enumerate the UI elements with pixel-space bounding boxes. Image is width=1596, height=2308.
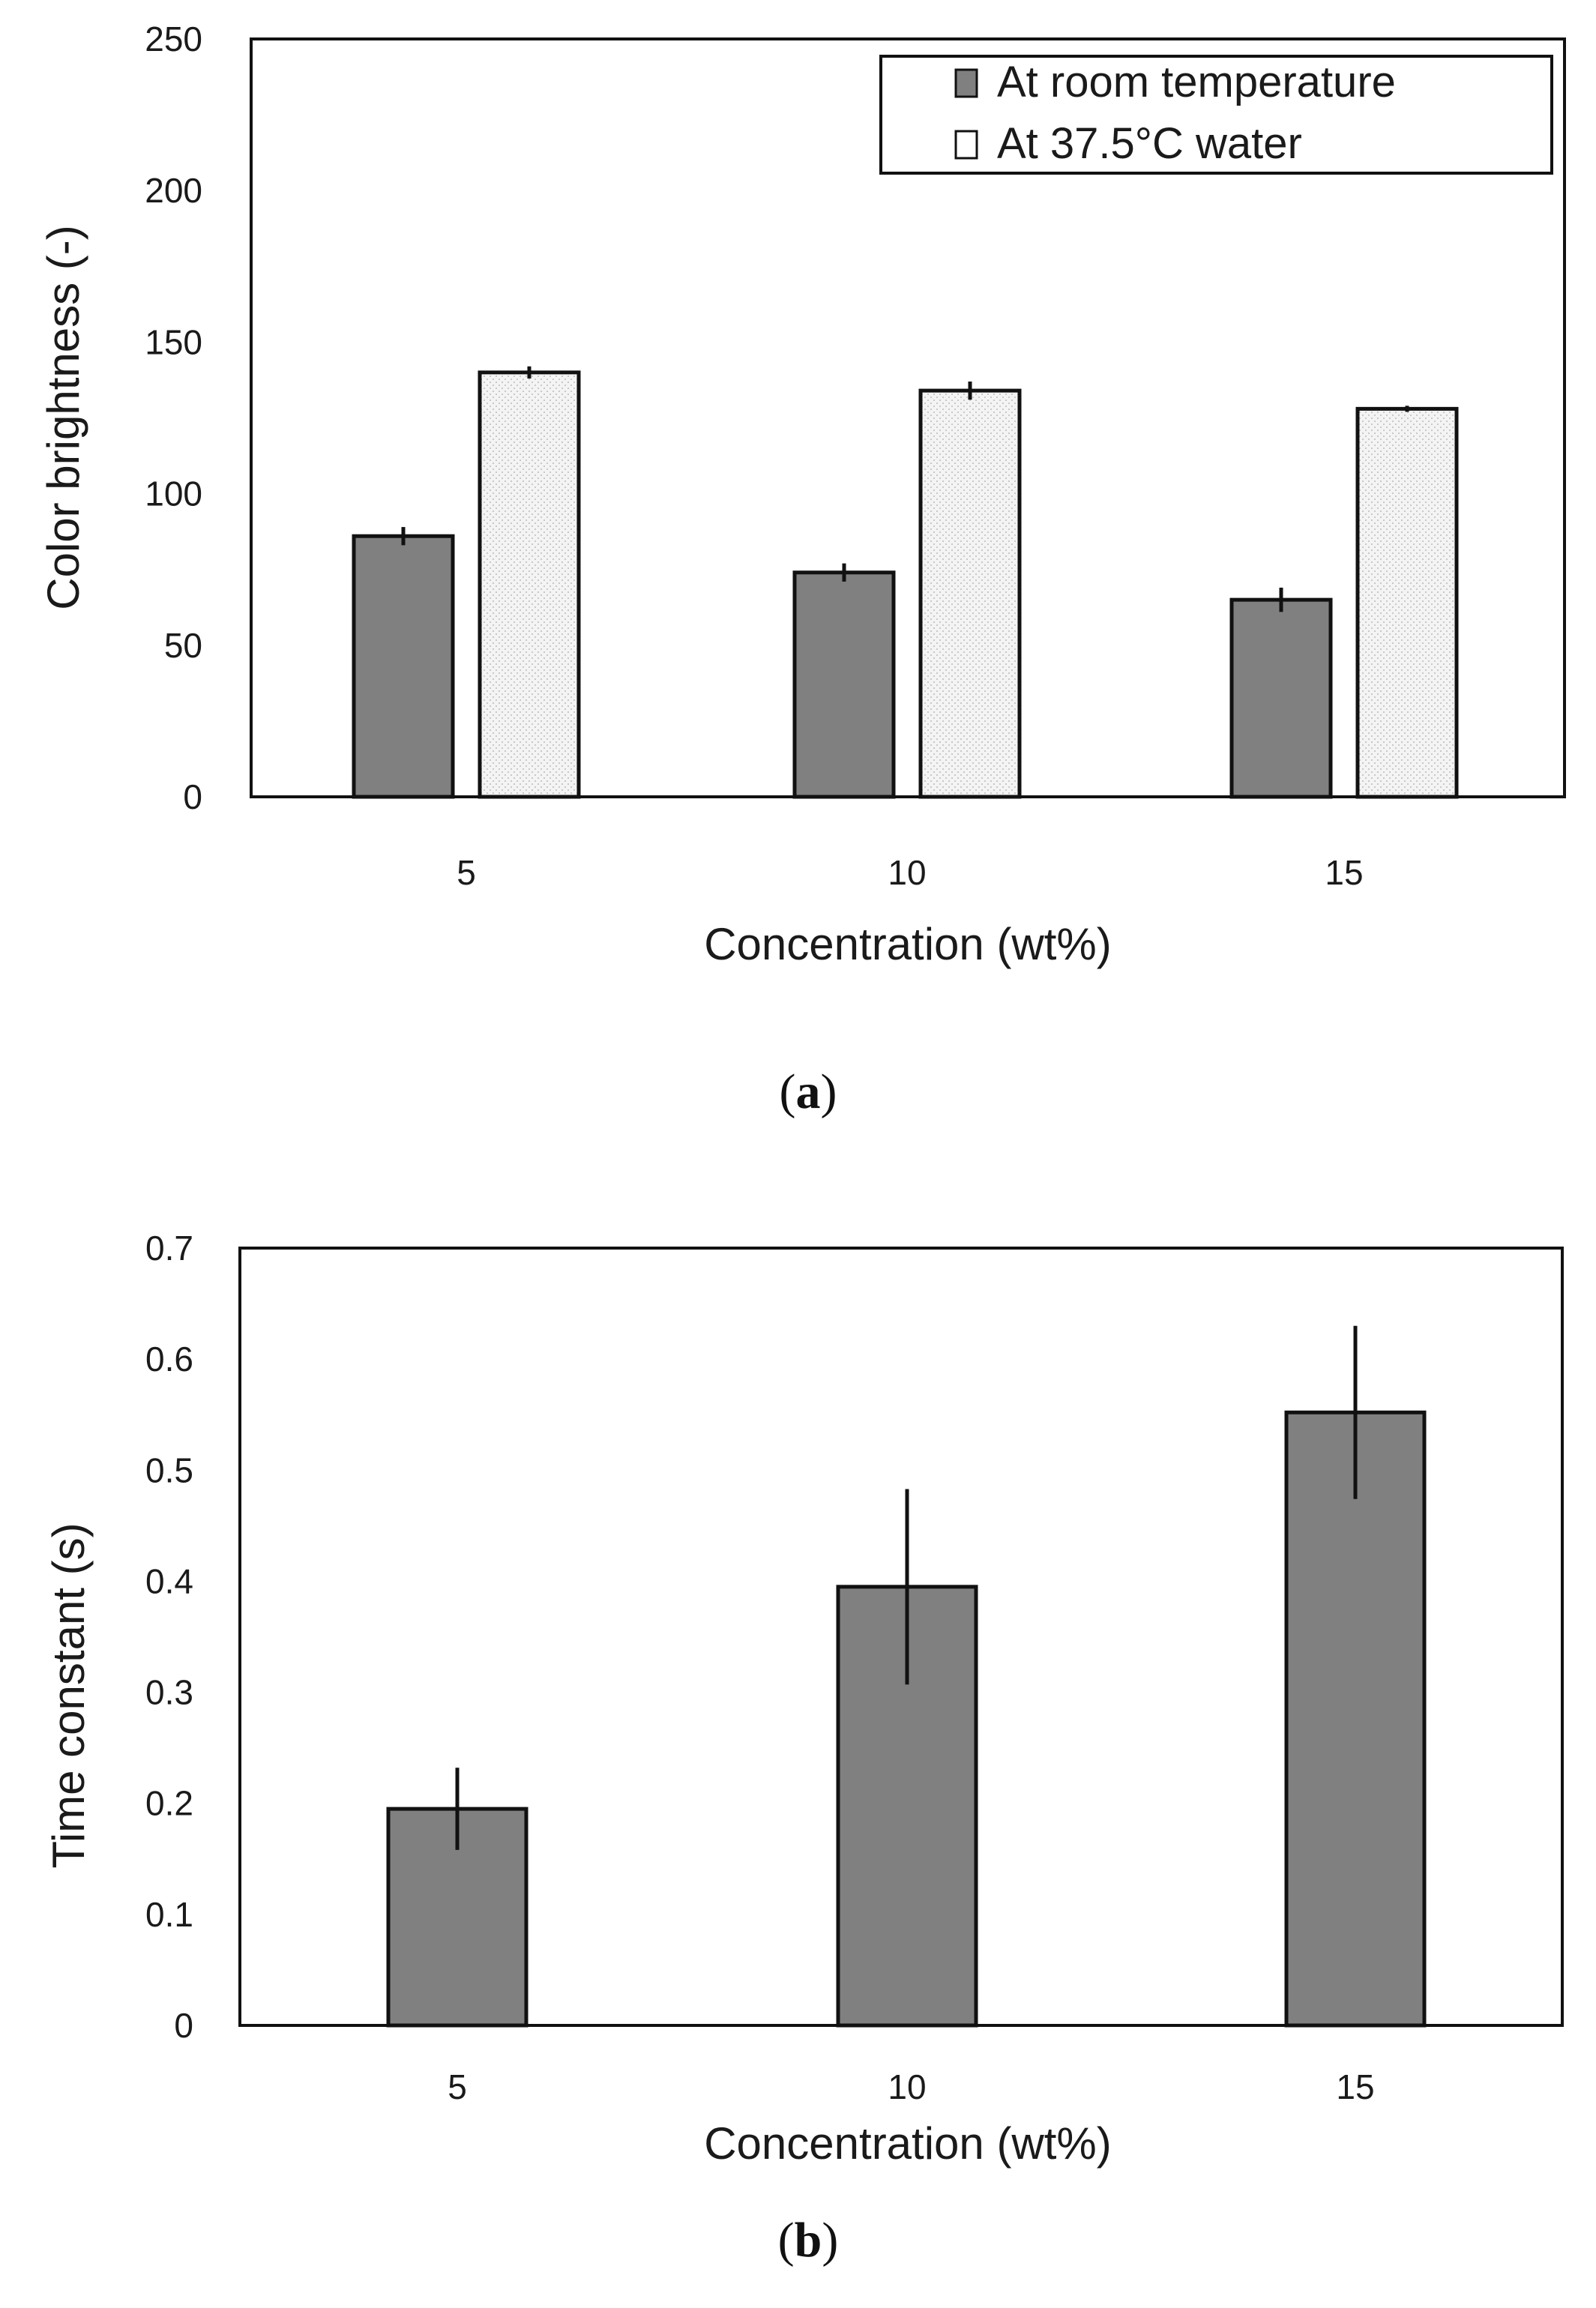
legend-label-room-temperature: At room temperature: [997, 58, 1396, 106]
y-tick-label-a-4: 200: [145, 171, 202, 210]
y-axis-title-b: Time constant (s): [43, 1522, 94, 1868]
x-axis-title-a: Concentration (wt%): [704, 919, 1112, 969]
panel-caption-a: (a): [780, 1064, 837, 1119]
y-tick-label-b-7: 0.7: [145, 1229, 193, 1268]
bar-b-s0-5: [386, 1807, 529, 2028]
bar-a-s0-5: [352, 534, 455, 799]
y-tick-label-b-4: 0.4: [145, 1561, 193, 1600]
bar-a-s1-15: [1355, 406, 1459, 799]
legend-swatch-room-temperature: [954, 68, 978, 98]
legend-label-water: At 37.5°C water: [997, 119, 1302, 168]
x-tick-label-b-1: 10: [888, 2067, 926, 2106]
legend-swatch-water: [954, 130, 978, 160]
x-tick-label-a-1: 10: [888, 853, 926, 892]
x-axis-title-b: Concentration (wt%): [704, 2118, 1112, 2169]
x-tick-label-a-2: 15: [1325, 853, 1363, 892]
x-tick-label-a-0: 5: [457, 853, 476, 892]
y-tick-label-a-1: 50: [164, 626, 202, 665]
y-tick-label-a-2: 100: [145, 474, 202, 513]
panel-caption-b: (b): [778, 2213, 839, 2268]
legend-a: At room temperature At 37.5°C water: [879, 55, 1553, 175]
chart-panel-a: 0 50 100 150 200 250 5 10 15 Color brightness (…: [38, 19, 1566, 1119]
bar-a-s0-15: [1229, 597, 1333, 799]
y-tick-label-a-3: 150: [145, 322, 202, 361]
bar-b-s0-10: [836, 1585, 978, 2028]
x-tick-label-b-2: 15: [1336, 2067, 1374, 2106]
y-tick-label-b-6: 0.6: [145, 1340, 193, 1379]
y-axis-title-a: Color brightness (-): [38, 225, 88, 610]
y-tick-label-b-0: 0: [174, 2006, 193, 2045]
y-tick-label-b-3: 0.3: [145, 1673, 193, 1712]
y-tick-label-b-2: 0.2: [145, 1784, 193, 1823]
bar-a-s1-5: [478, 370, 581, 799]
legend-box-a: [879, 55, 1553, 175]
bar-b-s0-15: [1284, 1410, 1427, 2028]
y-tick-label-a-5: 250: [145, 19, 202, 58]
bar-a-s1-10: [918, 388, 1022, 799]
x-tick-label-b-0: 5: [448, 2067, 467, 2106]
plot-frame-a: [250, 37, 1566, 798]
chart-panel-b: 0 0.1 0.2 0.3 0.4 0.5 0.6 0.7 5 10 15 Time consta…: [43, 1229, 1564, 2268]
y-tick-label-b-1: 0.1: [145, 1895, 193, 1934]
y-tick-label-a-0: 0: [183, 777, 202, 816]
y-tick-label-b-5: 0.5: [145, 1450, 193, 1489]
bar-a-s0-10: [792, 570, 896, 799]
